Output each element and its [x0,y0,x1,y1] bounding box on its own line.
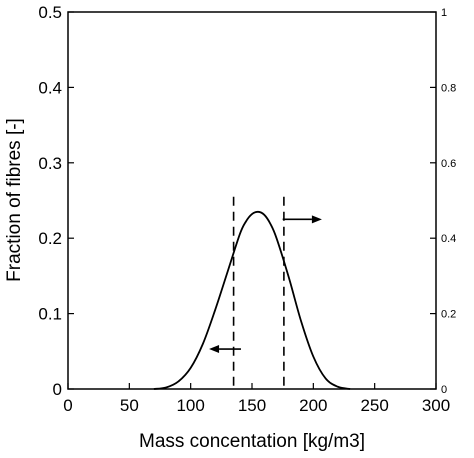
plot-frame [67,11,437,390]
x-tick-label: 50 [120,396,139,415]
x-axis-title: Mass concentation [kg/m3] [139,431,365,452]
y2-axis-ticks: 0 0.2 0.4 0.6 0.8 1 [430,7,456,396]
y2-tick-label: 0.6 [441,158,456,170]
distribution-curve [153,210,351,390]
y-tick-label: 0.3 [38,154,62,173]
y-tick-label: 0 [53,380,62,399]
x-tick-label: 150 [238,396,266,415]
vertical-dashed-lines [232,196,285,389]
y-axis-title: Fraction of fibres [-] [4,118,25,282]
y-tick-label: 0.2 [38,229,62,248]
x-axis-ticks: 0 50 100 150 200 250 300 [63,383,450,415]
annotation-arrows [209,215,322,354]
y2-tick-label: 0.2 [441,309,456,321]
y-tick-label: 0.4 [38,78,62,97]
y2-tick-label: 0 [441,384,447,396]
y-tick-label: 0.1 [38,305,62,324]
arrow-left-head [209,345,220,354]
arrow-right-head [311,215,322,224]
x-tick-label: 0 [63,396,72,415]
y-axis-ticks: 0 0.1 0.2 0.3 0.4 0.5 [38,3,74,399]
y2-tick-label: 0.8 [441,82,456,94]
x-tick-label: 100 [176,396,204,415]
y2-tick-label: 0.4 [441,233,456,245]
x-tick-label: 300 [422,396,450,415]
x-tick-label: 250 [360,396,388,415]
x-tick-label: 200 [299,396,327,415]
y-tick-label: 0.5 [38,3,62,22]
y2-tick-label: 1 [441,7,447,19]
